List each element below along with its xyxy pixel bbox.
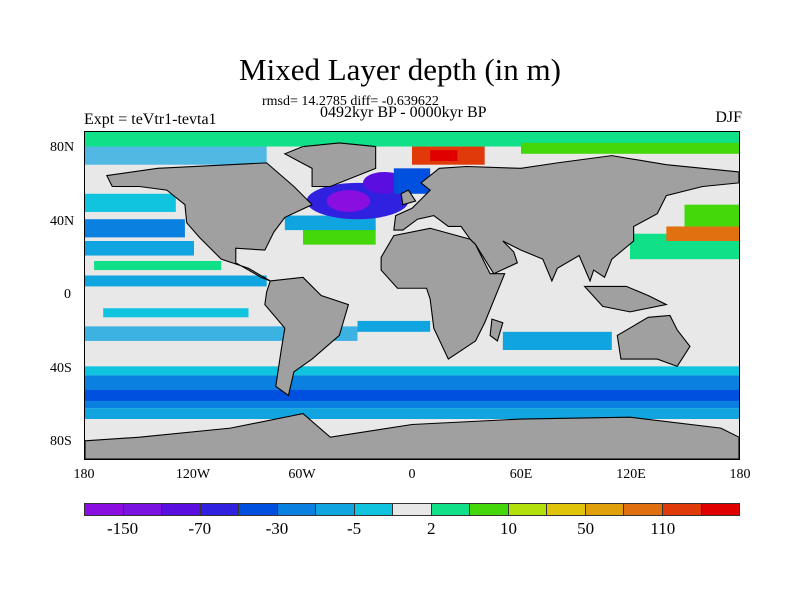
x-tick-label: 60E	[509, 467, 533, 482]
colorbar-swatch	[508, 504, 548, 515]
y-tick-label: 40N	[50, 214, 75, 229]
colorbar-label: 50	[577, 519, 595, 538]
colorbar-swatch	[393, 504, 432, 515]
y-tick-label: 40S	[50, 361, 72, 376]
experiment-label: Expt = teVtr1-tevta1	[84, 111, 217, 128]
africa	[380, 227, 506, 360]
season-label: DJF	[715, 109, 742, 126]
x-tick-label: 120W	[175, 467, 211, 482]
colorbar-label: -70	[188, 519, 212, 538]
x-tick-label: 180	[729, 467, 751, 482]
antarctica	[85, 412, 739, 459]
colorbar-swatch	[200, 504, 240, 515]
madagascar	[489, 318, 504, 342]
south-america	[264, 276, 350, 397]
colorbar-label: -5	[347, 519, 362, 538]
colorbar-label: 10	[499, 519, 517, 538]
map-plot	[84, 131, 740, 460]
land-masses	[85, 142, 739, 459]
colorbar-swatch	[354, 504, 394, 515]
colorbar	[84, 503, 740, 516]
colorbar-swatch	[431, 504, 471, 515]
period-text: 0492kyr BP - 0000kyr BP	[320, 104, 487, 121]
colorbar-swatch	[277, 504, 317, 515]
x-tick-label: 60W	[288, 467, 316, 482]
colorbar-label: -30	[265, 519, 289, 538]
australia	[616, 314, 691, 368]
y-tick-label: 80S	[50, 434, 72, 449]
colorbar-label: 110	[650, 519, 676, 538]
colorbar-swatch	[239, 504, 278, 515]
colorbar-swatch	[701, 504, 740, 515]
y-tick-label: 0	[64, 287, 71, 302]
x-tick-label: 0	[408, 467, 416, 482]
colorbar-swatch	[624, 504, 663, 515]
ocean-field	[85, 132, 739, 427]
colorbar-swatch	[316, 504, 355, 515]
colorbar-label: 2	[427, 519, 436, 538]
colorbar-swatch	[547, 504, 586, 515]
colorbar-swatch	[162, 504, 201, 515]
british-isles	[400, 189, 417, 206]
x-tick-label: 120E	[616, 467, 646, 482]
colorbar-swatch	[662, 504, 702, 515]
colorbar-swatch	[85, 504, 124, 515]
colorbar-swatch	[585, 504, 625, 515]
x-tick-label: 180	[73, 467, 95, 482]
colorbar-label: -150	[106, 519, 139, 538]
maritime-continent	[583, 285, 668, 313]
greenland	[283, 142, 377, 188]
stats-text: rmsd= 14.2785 diff= -0.639622	[262, 94, 439, 109]
colorbar-swatch	[123, 504, 163, 515]
y-tick-label: 80N	[50, 140, 75, 155]
colorbar-swatch	[470, 504, 509, 515]
north-america	[105, 162, 314, 282]
plot-title: Mixed Layer depth (in m)	[239, 52, 561, 87]
